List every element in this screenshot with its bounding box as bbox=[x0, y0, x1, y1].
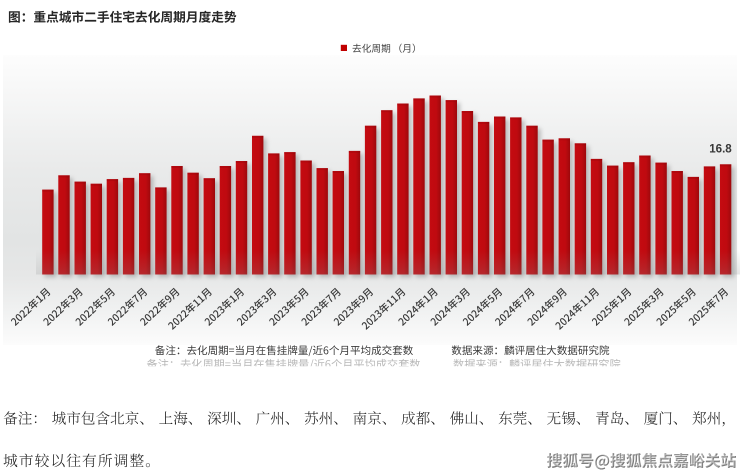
svg-text:16.8: 16.8 bbox=[709, 142, 732, 155]
